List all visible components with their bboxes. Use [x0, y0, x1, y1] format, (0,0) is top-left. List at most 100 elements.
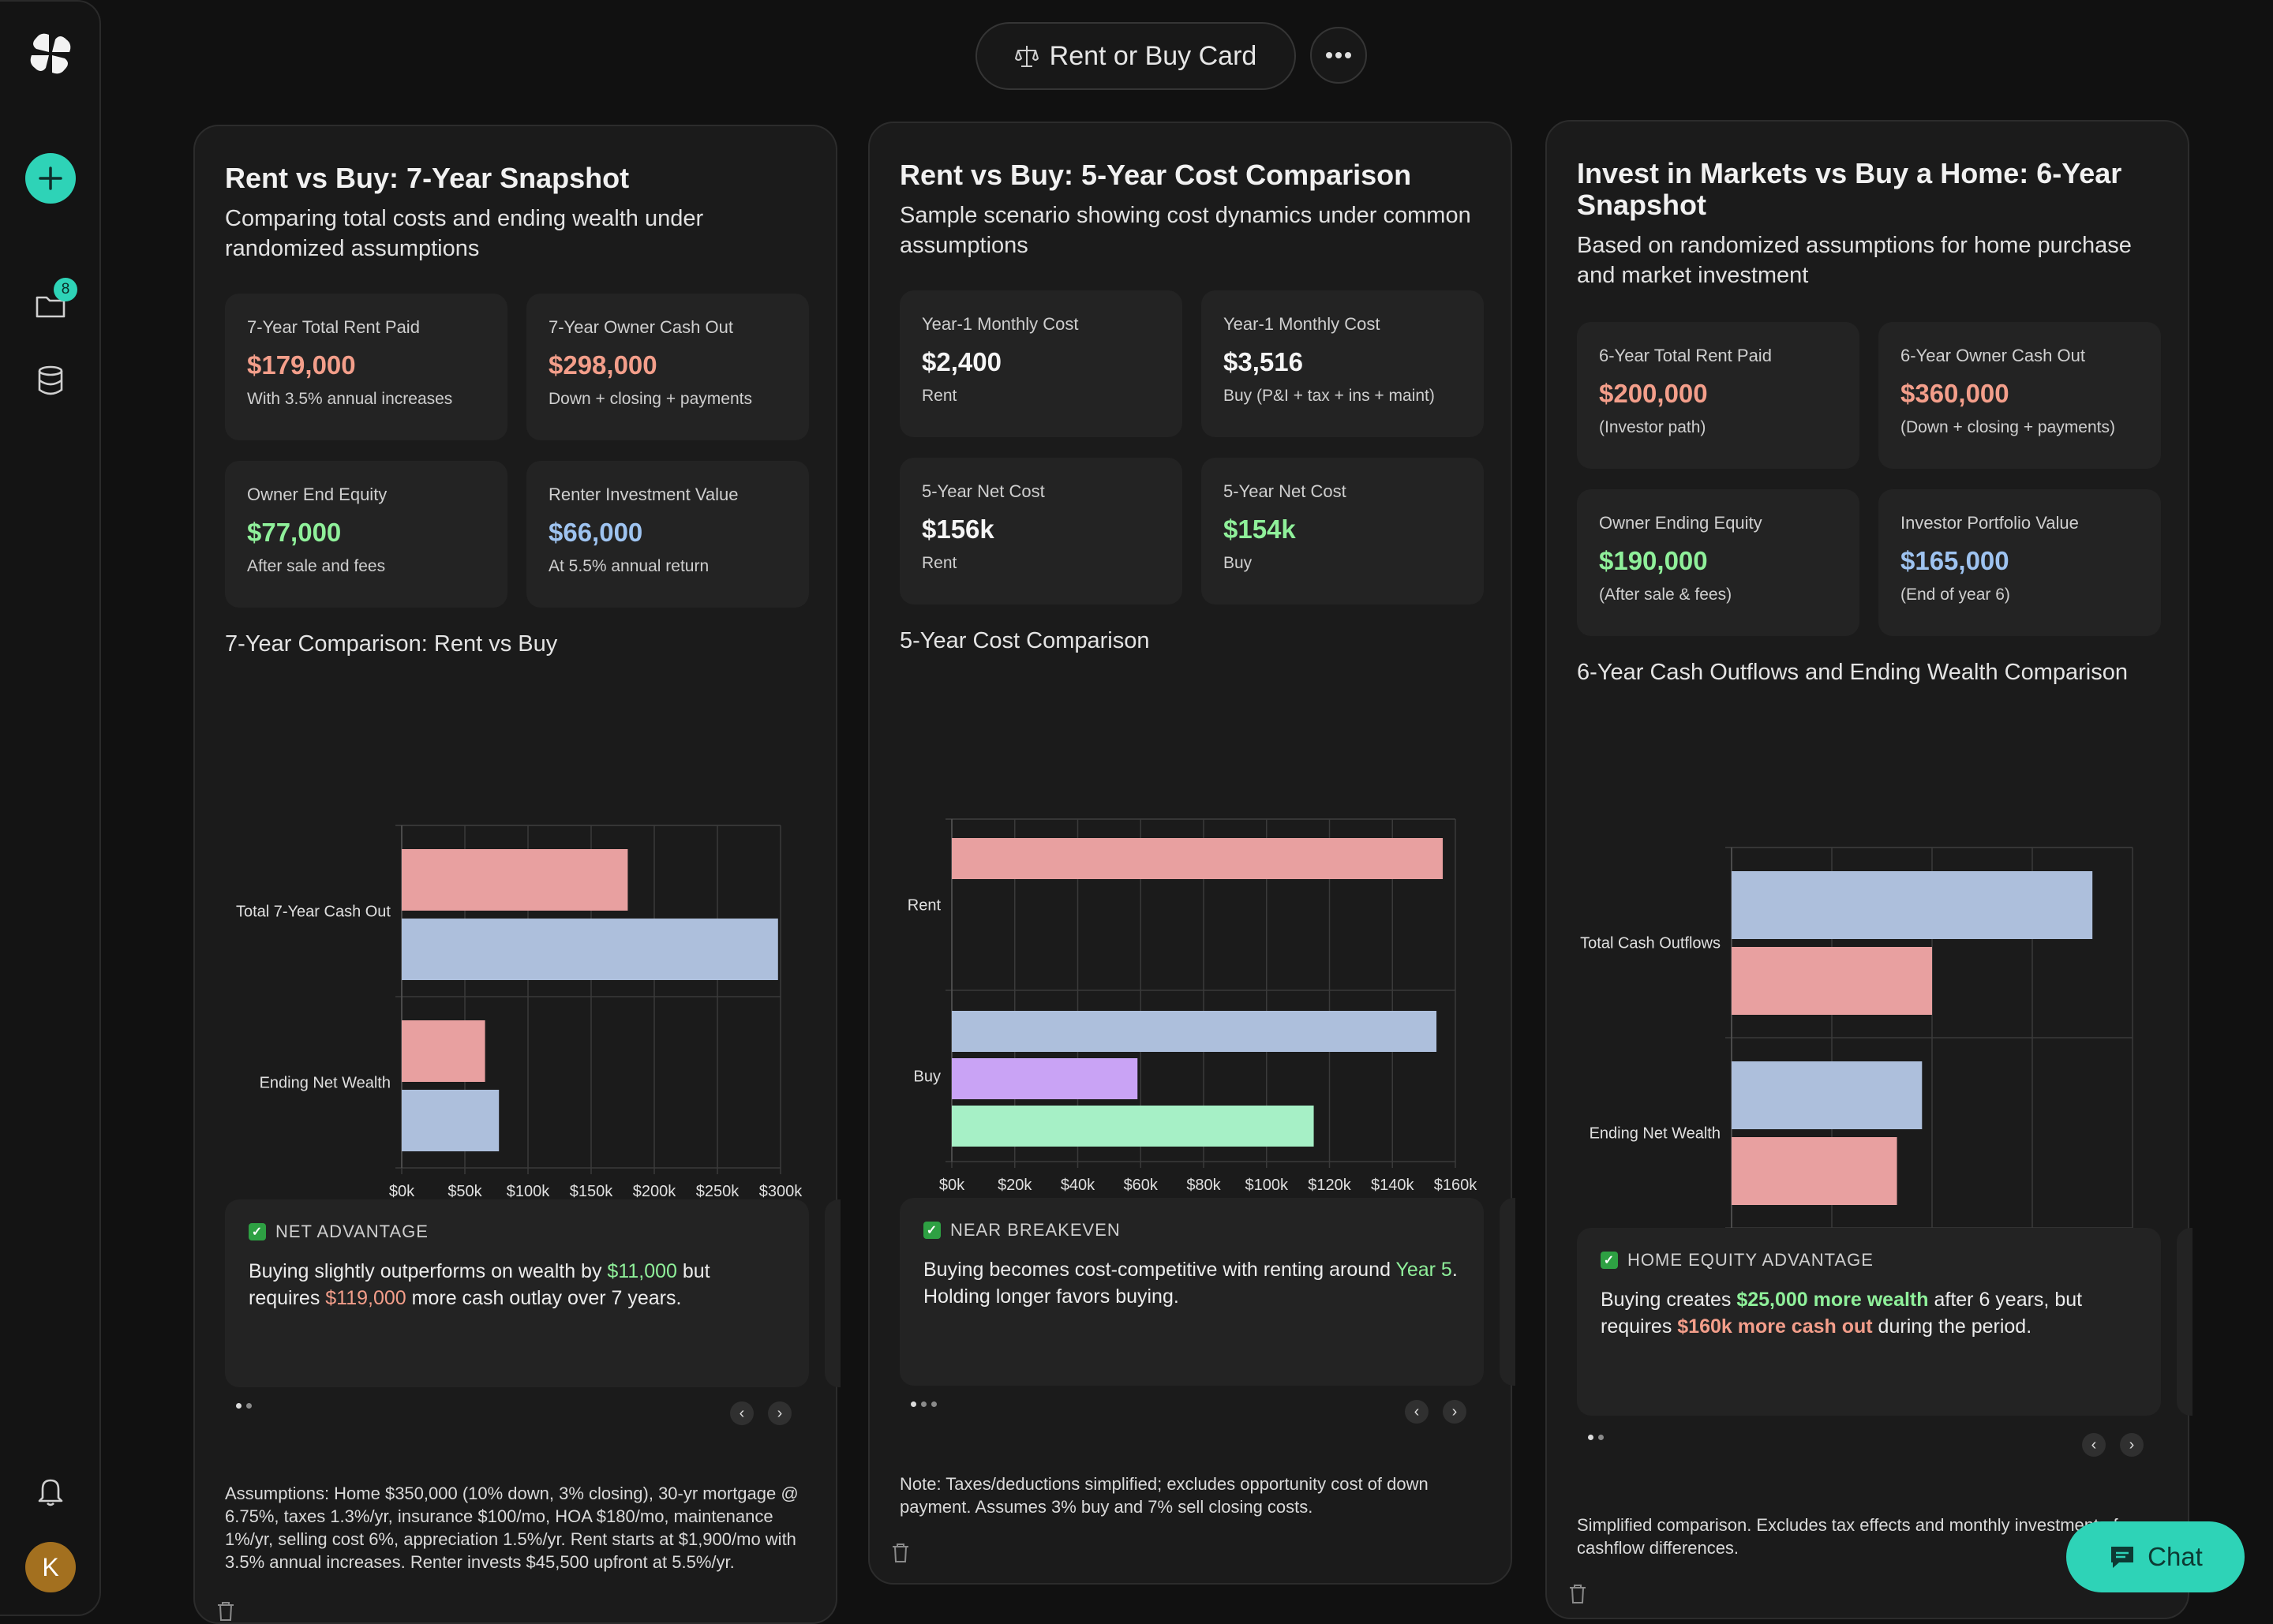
insight-heading: NEAR BREAKEVEN: [950, 1220, 1121, 1240]
insight-card: ✓ NEAR BREAKEVEN Buying becomes cost-comp…: [900, 1198, 1484, 1386]
stat-note: (Investor path): [1599, 418, 1706, 436]
bar-rent: [402, 849, 628, 911]
stat-note: After sale and fees: [247, 557, 386, 575]
bar-buy-upfront-cash: [952, 1058, 1138, 1099]
stat-value: $165,000: [1900, 546, 2009, 575]
stat-card: Year-1 Monthly Cost $3,516 Buy (P&I + ta…: [1201, 290, 1484, 437]
trash-icon[interactable]: [1567, 1583, 1588, 1605]
stat-note: Rent: [922, 554, 957, 572]
stat-label: Investor Portfolio Value: [1900, 513, 2079, 533]
stat-note: Buy: [1223, 554, 1253, 572]
stat-note: Down + closing + payments: [549, 390, 752, 408]
x-tick-label: $20k: [998, 1177, 1032, 1194]
stat-label: 7-Year Total Rent Paid: [247, 317, 420, 337]
trash-icon[interactable]: [215, 1600, 236, 1622]
bar-buy-equity-at-exit: [952, 1106, 1314, 1147]
stat-value: $3,516: [1223, 347, 1303, 376]
scale-icon: [1014, 46, 1039, 67]
stat-label: 5-Year Net Cost: [1223, 481, 1346, 501]
user-avatar[interactable]: K: [25, 1542, 76, 1592]
footnote: Assumptions: Home $350,000 (10% down, 3%…: [225, 1484, 799, 1572]
prev-insight-button[interactable]: ‹: [1405, 1400, 1429, 1424]
stat-card: Renter Investment Value $66,000 At 5.5% …: [526, 461, 809, 608]
y-category-label: Total 7-Year Cash Out: [236, 904, 391, 921]
bar-buy-5-year-net-cost: [952, 1011, 1437, 1052]
insight-body: Buying creates $25,000 more wealth after…: [1601, 1289, 2083, 1338]
artifact-title-button[interactable]: Rent or Buy Card: [975, 22, 1296, 90]
stat-note: At 5.5% annual return: [549, 557, 710, 575]
y-category-label: Total Cash Outflows: [1580, 935, 1721, 952]
database-button[interactable]: [32, 361, 69, 399]
stat-card: Investor Portfolio Value $165,000 (End o…: [1878, 489, 2161, 636]
next-insight-card-peek: [2177, 1228, 2192, 1416]
insight-body: Buying becomes cost-competitive with ren…: [923, 1259, 1458, 1308]
chart-title: 7-Year Comparison: Rent vs Buy: [225, 631, 558, 657]
y-category-label: Buy: [914, 1068, 941, 1086]
check-icon: ✓: [923, 1222, 941, 1239]
projects-button[interactable]: 8: [32, 278, 77, 324]
insight-body: Buying slightly outperforms on wealth by…: [249, 1260, 710, 1309]
prev-insight-button[interactable]: ‹: [730, 1401, 754, 1425]
card-rent-vs-buy-5-year: Rent vs Buy: 5-Year Cost Comparison Samp…: [868, 122, 1515, 1585]
bar-invest-markets-path: [1732, 1137, 1897, 1205]
stat-card: Owner End Equity $77,000 After sale and …: [225, 461, 507, 608]
chart-5-year-cost-comparison: $0k $20k $40k $60k $80k $100k $120k $140k $160k R…: [908, 818, 1477, 1275]
x-tick-label: $160k: [1434, 1177, 1477, 1194]
stat-label: Year-1 Monthly Cost: [1223, 314, 1380, 334]
carousel-dots: [236, 1403, 252, 1409]
more-options-button[interactable]: [1310, 27, 1367, 84]
x-tick-label: $140k: [1371, 1177, 1414, 1194]
stat-note: Buy (P&I + tax + ins + maint): [1223, 387, 1435, 405]
next-insight-button[interactable]: ›: [768, 1401, 792, 1425]
database-icon: [38, 365, 63, 395]
stat-label: 6-Year Total Rent Paid: [1599, 346, 1772, 365]
stat-value: $156k: [922, 515, 994, 544]
stat-label: Owner End Equity: [247, 485, 388, 504]
next-insight-button[interactable]: ›: [1443, 1400, 1466, 1424]
sidebar: 8 K: [0, 0, 101, 1616]
carousel-dots: [911, 1401, 937, 1407]
stat-note: (After sale & fees): [1599, 586, 1732, 604]
insight-card: ✓ HOME EQUITY ADVANTAGE Buying creates $2…: [1577, 1228, 2161, 1416]
x-tick-label: $60k: [1124, 1177, 1159, 1194]
card-subtitle: Comparing total costs and ending wealth …: [225, 206, 704, 261]
card-subtitle: Based on randomized assumptions for home…: [1577, 233, 2132, 288]
new-chat-button[interactable]: [25, 153, 76, 204]
stat-label: Year-1 Monthly Cost: [922, 314, 1079, 334]
carousel-dots: [1588, 1435, 1604, 1440]
app-logo-icon[interactable]: [25, 28, 76, 79]
stat-value: $179,000: [247, 350, 356, 380]
card-rent-vs-buy-7-year: Rent vs Buy: 7-Year Snapshot Comparing t…: [193, 125, 841, 1624]
footnote: Simplified comparison. Excludes tax effe…: [1577, 1515, 2118, 1558]
card-title: Rent vs Buy: 5-Year Cost Comparison: [900, 159, 1412, 191]
y-category-label: Rent: [908, 897, 942, 915]
next-insight-button[interactable]: ›: [2120, 1433, 2144, 1457]
bar-invest-markets-path: [1732, 947, 1932, 1015]
x-tick-label: $300k: [759, 1183, 803, 1200]
stat-value: $2,400: [922, 347, 1002, 376]
card-title: Rent vs Buy: 7-Year Snapshot: [225, 162, 630, 194]
stat-card: 5-Year Net Cost $156k Rent: [900, 458, 1182, 604]
chart-6-year-outflows-wealth: $0k$100k$200k$300k$400kTotal Cash Outflo…: [1580, 847, 2155, 1305]
stat-card: 5-Year Net Cost $154k Buy: [1201, 458, 1484, 604]
stat-card: 7-Year Total Rent Paid $179,000 With 3.5…: [225, 294, 507, 440]
notifications-button[interactable]: [32, 1472, 69, 1510]
plus-icon: [39, 167, 62, 190]
bar-buy: [402, 1090, 500, 1151]
stat-label: Renter Investment Value: [549, 485, 739, 504]
bar-buy: [402, 919, 778, 980]
prev-insight-button[interactable]: ‹: [2082, 1433, 2106, 1457]
stat-note: Rent: [922, 387, 957, 405]
x-tick-label: $0k: [939, 1177, 965, 1194]
chart-title: 6-Year Cash Outflows and Ending Wealth C…: [1577, 660, 2128, 685]
x-tick-label: $150k: [570, 1183, 613, 1200]
stat-card: Year-1 Monthly Cost $2,400 Rent: [900, 290, 1182, 437]
trash-icon[interactable]: [890, 1542, 911, 1564]
chat-button[interactable]: Chat: [2066, 1521, 2245, 1592]
x-tick-label: $50k: [447, 1183, 482, 1200]
stat-value: $154k: [1223, 515, 1296, 544]
bar-rent: [952, 838, 1444, 879]
x-tick-label: $200k: [633, 1183, 676, 1200]
card-subtitle: Sample scenario showing cost dynamics un…: [900, 203, 1471, 258]
x-tick-label: $250k: [696, 1183, 740, 1200]
